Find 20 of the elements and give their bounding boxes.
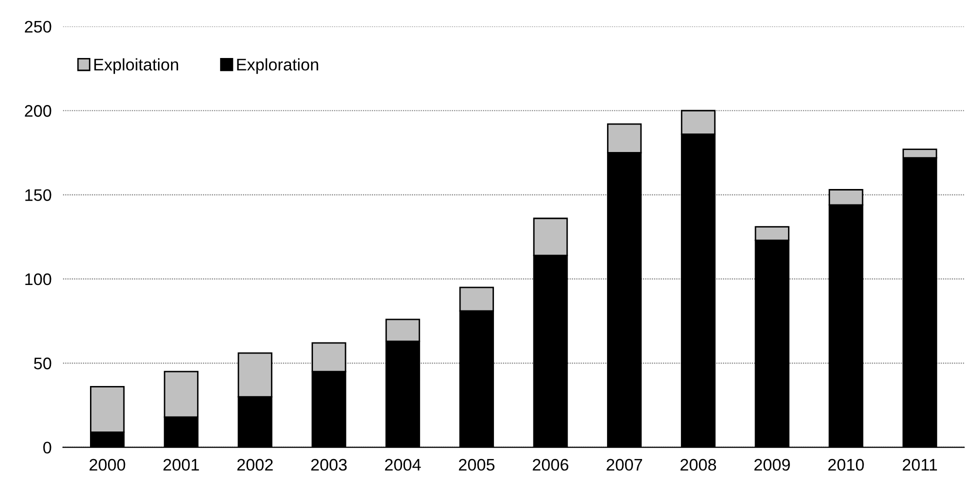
x-tick-label: 2003 (311, 458, 347, 471)
x-tick-label: 2011 (902, 458, 937, 471)
y-tick-label: 0 (43, 442, 52, 454)
x-tick-label: 2005 (458, 458, 494, 471)
legend-label: Exploration (237, 58, 318, 74)
y-tick-label: 150 (25, 189, 52, 202)
y-tick-label: 50 (34, 358, 52, 370)
y-tick-label: 200 (24, 105, 52, 117)
x-tick-label: 2001 (163, 458, 199, 471)
y-tick-label: 250 (24, 20, 52, 33)
x-tick-label: 2004 (385, 458, 421, 471)
x-tick-label: 2007 (606, 458, 642, 471)
x-tick-label: 2010 (828, 458, 864, 471)
y-tick-label: 100 (25, 273, 52, 286)
x-tick-label: 2006 (532, 458, 568, 471)
x-tick-label: 2009 (754, 458, 790, 471)
x-tick-label: 2000 (90, 458, 126, 471)
legend-label: Exploitation (94, 58, 178, 74)
x-tick-label: 2008 (680, 458, 716, 471)
x-tick-label: 2002 (237, 458, 273, 471)
